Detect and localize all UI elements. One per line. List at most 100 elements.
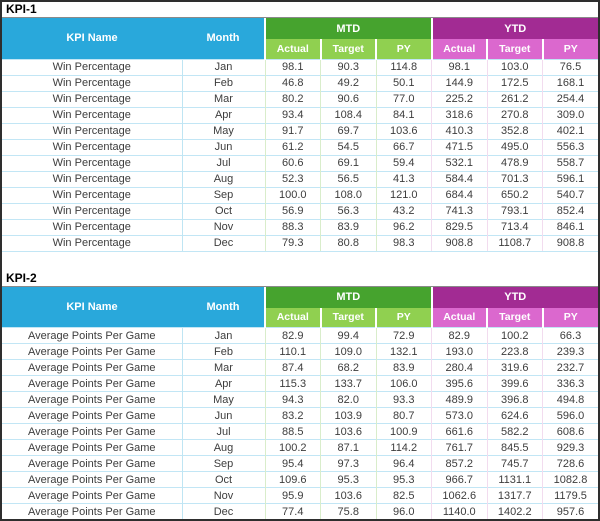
kpi-name-cell: Average Points Per Game: [2, 503, 182, 519]
mtd-py-cell: 96.0: [375, 503, 432, 519]
ytd-target-cell: 478.9: [486, 154, 543, 171]
table-row: Win Percentage Feb 46.8 49.2 50.1 144.9 172.5 1…: [2, 74, 598, 91]
mtd-target-cell: 103.9: [320, 407, 376, 424]
ytd-target-cell: 495.0: [486, 138, 543, 155]
table-row: Win Percentage Sep 100.0 108.0 121.0 684.4 650…: [2, 186, 598, 203]
ytd-py-cell: 846.1: [542, 218, 598, 235]
ytd-py-cell: 908.8: [542, 234, 598, 252]
mtd-py-header: PY: [375, 39, 432, 59]
month-cell: Nov: [181, 487, 265, 504]
month-cell: Mar: [181, 359, 265, 376]
mtd-actual-cell: 87.4: [264, 359, 321, 376]
mtd-actual-cell: 95.9: [264, 487, 321, 504]
table-row: Win Percentage Mar 80.2 90.6 77.0 225.2 261.2 2…: [2, 90, 598, 107]
ytd-actual-cell: 829.5: [431, 218, 487, 235]
mtd-group-header: MTD: [264, 286, 432, 308]
kpi-name-cell: Win Percentage: [2, 58, 182, 75]
ytd-py-cell: 957.6: [542, 503, 598, 519]
ytd-py-cell: 556.3: [542, 138, 598, 155]
table-row: Win Percentage May 91.7 69.7 103.6 410.3 352.8…: [2, 122, 598, 139]
mtd-target-header: Target: [319, 39, 376, 59]
ytd-py-cell: 558.7: [542, 154, 598, 171]
ytd-py-cell: 596.0: [542, 407, 598, 424]
kpi-1-table: KPI Name Month MTD YTD Actual Target PY …: [2, 18, 598, 252]
ytd-target-cell: 1402.2: [486, 503, 543, 519]
mtd-actual-cell: 91.7: [264, 122, 321, 139]
ytd-actual-cell: 573.0: [431, 407, 487, 424]
mtd-py-cell: 121.0: [375, 186, 432, 203]
ytd-py-cell: 596.1: [542, 170, 598, 187]
ytd-target-header: Target: [486, 39, 543, 59]
ytd-target-cell: 352.8: [486, 122, 543, 139]
mtd-actual-cell: 88.5: [264, 423, 321, 440]
ytd-actual-cell: 857.2: [431, 455, 487, 472]
ytd-actual-cell: 584.4: [431, 170, 487, 187]
month-cell: Jun: [181, 407, 265, 424]
mtd-py-cell: 41.3: [375, 170, 432, 187]
mtd-target-cell: 54.5: [320, 138, 376, 155]
ytd-actual-cell: 761.7: [431, 439, 487, 456]
ytd-group-header: YTD: [430, 286, 598, 308]
mtd-py-cell: 100.9: [375, 423, 432, 440]
mtd-target-cell: 97.3: [320, 455, 376, 472]
table-row: Average Points Per Game Oct 109.6 95.3 95.3 9…: [2, 471, 598, 488]
ytd-actual-cell: 1140.0: [431, 503, 487, 519]
mtd-target-cell: 49.2: [320, 74, 376, 91]
mtd-actual-cell: 60.6: [264, 154, 321, 171]
ytd-py-cell: 494.8: [542, 391, 598, 408]
ytd-target-cell: 396.8: [486, 391, 543, 408]
ytd-py-cell: 66.3: [542, 327, 598, 344]
kpi-2-table: KPI Name Month MTD YTD Actual Target PY …: [2, 286, 598, 519]
kpi-name-header: KPI Name: [2, 286, 182, 328]
mtd-target-cell: 90.3: [320, 58, 376, 75]
mtd-target-cell: 108.4: [320, 106, 376, 123]
ytd-actual-cell: 395.6: [431, 375, 487, 392]
mtd-actual-cell: 98.1: [264, 58, 321, 75]
month-cell: Aug: [181, 170, 265, 187]
mtd-actual-cell: 100.0: [264, 186, 321, 203]
kpi-name-cell: Average Points Per Game: [2, 407, 182, 424]
kpi-name-cell: Win Percentage: [2, 106, 182, 123]
mtd-target-cell: 103.6: [320, 423, 376, 440]
mtd-actual-cell: 83.2: [264, 407, 321, 424]
ytd-target-cell: 650.2: [486, 186, 543, 203]
mtd-actual-cell: 56.9: [264, 202, 321, 219]
ytd-py-header: PY: [541, 307, 598, 328]
month-header: Month: [182, 18, 265, 59]
mtd-py-cell: 132.1: [375, 343, 432, 360]
ytd-target-cell: 100.2: [486, 327, 543, 344]
kpi-name-cell: Average Points Per Game: [2, 343, 182, 360]
mtd-py-cell: 72.9: [375, 327, 432, 344]
ytd-py-cell: 852.4: [542, 202, 598, 219]
section-kpi-2: KPI-2 KPI Name Month MTD YTD Actual Targ…: [2, 271, 598, 519]
mtd-py-cell: 82.5: [375, 487, 432, 504]
mtd-py-cell: 96.2: [375, 218, 432, 235]
mtd-actual-cell: 109.6: [264, 471, 321, 488]
kpi-name-cell: Average Points Per Game: [2, 375, 182, 392]
mtd-actual-cell: 110.1: [264, 343, 321, 360]
mtd-target-cell: 82.0: [320, 391, 376, 408]
ytd-actual-cell: 489.9: [431, 391, 487, 408]
kpi-name-cell: Win Percentage: [2, 90, 182, 107]
ytd-target-cell: 1131.1: [486, 471, 543, 488]
ytd-py-cell: 309.0: [542, 106, 598, 123]
ytd-target-header: Target: [486, 307, 543, 328]
ytd-actual-header: Actual: [430, 39, 487, 59]
mtd-target-cell: 75.8: [320, 503, 376, 519]
mtd-target-cell: 83.9: [320, 218, 376, 235]
ytd-py-header: PY: [541, 39, 598, 59]
ytd-py-cell: 929.3: [542, 439, 598, 456]
mtd-actual-cell: 77.4: [264, 503, 321, 519]
mtd-target-cell: 68.2: [320, 359, 376, 376]
table-row: Average Points Per Game Sep 95.4 97.3 96.4 85…: [2, 455, 598, 472]
table-row: Win Percentage Nov 88.3 83.9 96.2 829.5 713.4 8…: [2, 218, 598, 235]
table-row: Win Percentage Jul 60.6 69.1 59.4 532.1 478.9 5…: [2, 154, 598, 171]
kpi-1-table-body: Win Percentage Jan 98.1 90.3 114.8 98.1 103.0 7…: [2, 58, 598, 252]
table-row: Average Points Per Game Feb 110.1 109.0 132.…: [2, 343, 598, 360]
month-cell: Jan: [181, 327, 265, 344]
ytd-target-cell: 701.3: [486, 170, 543, 187]
ytd-group-header: YTD: [430, 18, 598, 39]
month-cell: Jul: [181, 154, 265, 171]
mtd-py-cell: 43.2: [375, 202, 432, 219]
